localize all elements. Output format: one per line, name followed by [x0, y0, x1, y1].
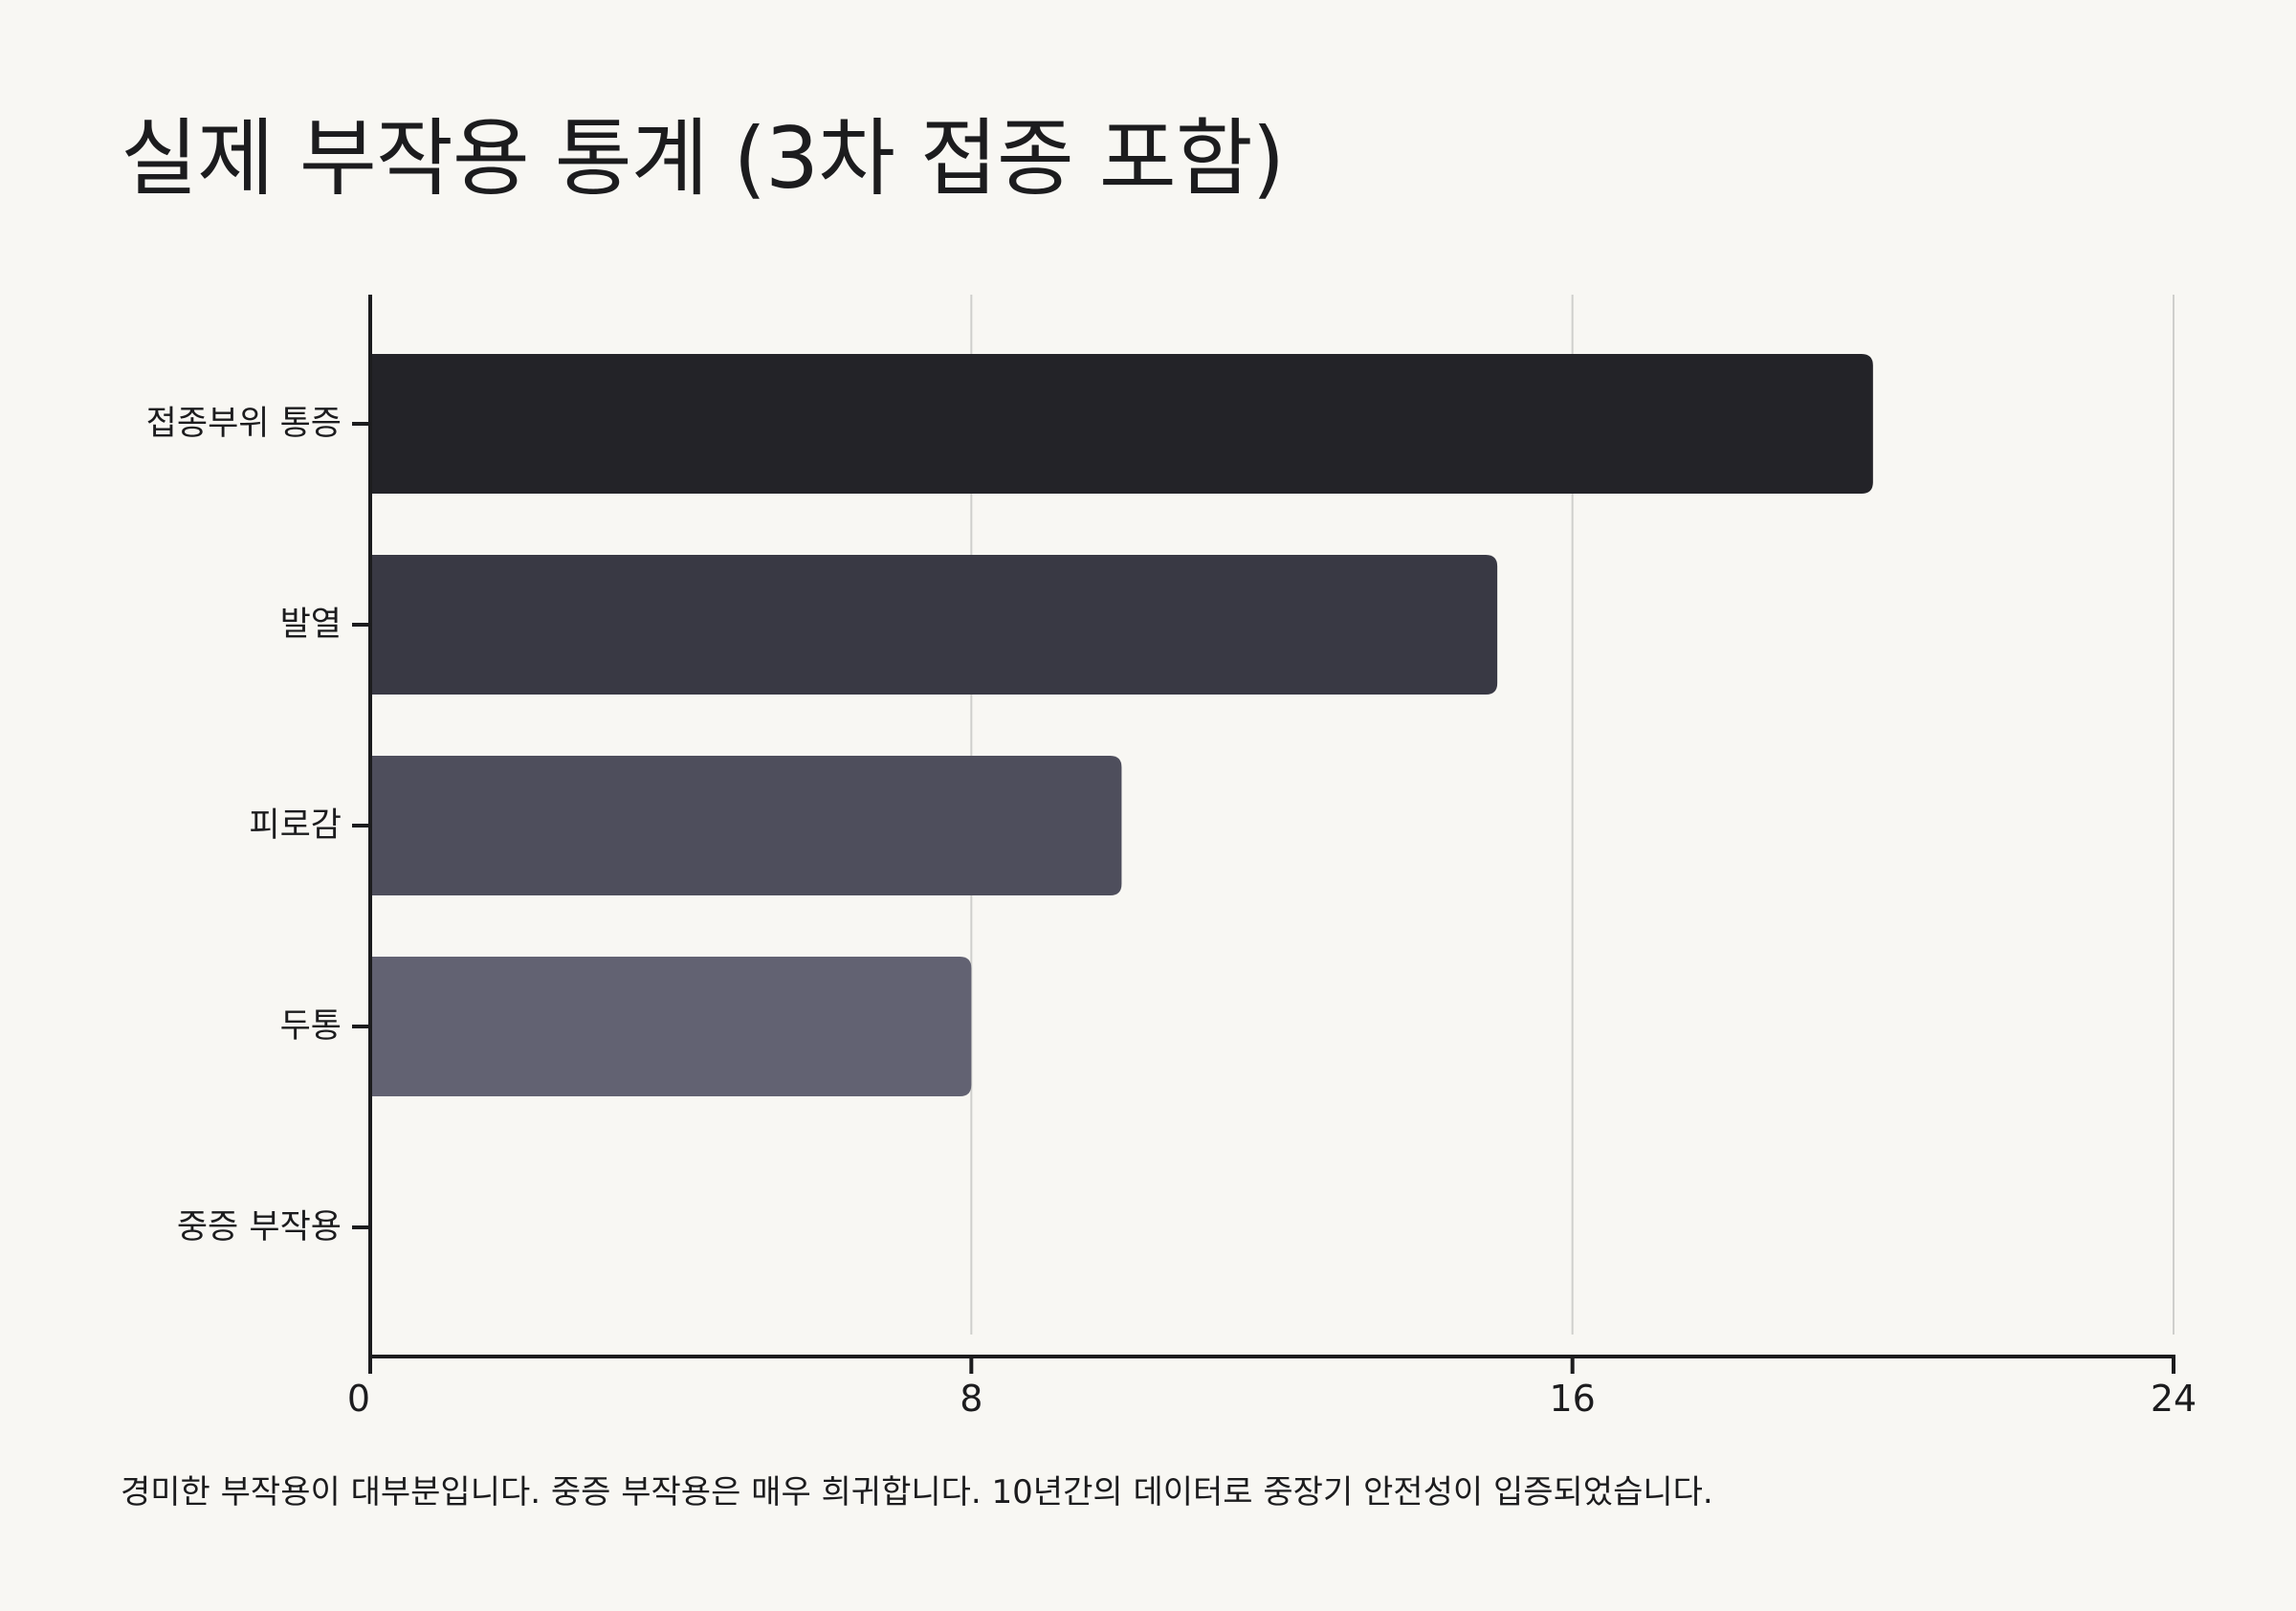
chart-caption: 경미한 부작용이 대부분입니다. 중증 부작용은 매우 희귀합니다. 10년간의… [121, 1473, 1713, 1512]
bar [370, 354, 1873, 494]
category-label: 피로감 [249, 806, 342, 845]
x-tick-label: 24 [2151, 1378, 2197, 1420]
bar [370, 957, 972, 1096]
category-label: 발열 [280, 606, 342, 644]
axes [352, 295, 2175, 1374]
category-label: 접종부위 통증 [146, 405, 342, 443]
bar [370, 555, 1498, 695]
x-tick-label: 16 [1549, 1378, 1595, 1420]
bar [370, 756, 1122, 895]
x-tick-label: 0 [347, 1378, 370, 1420]
bars [370, 354, 1873, 1096]
category-label: 중증 부작용 [177, 1208, 342, 1247]
chart-title: 실제 부작용 통계 (3차 접종 포함) [121, 109, 1285, 208]
x-tick-label: 8 [960, 1378, 982, 1420]
category-label: 두통 [280, 1007, 342, 1046]
